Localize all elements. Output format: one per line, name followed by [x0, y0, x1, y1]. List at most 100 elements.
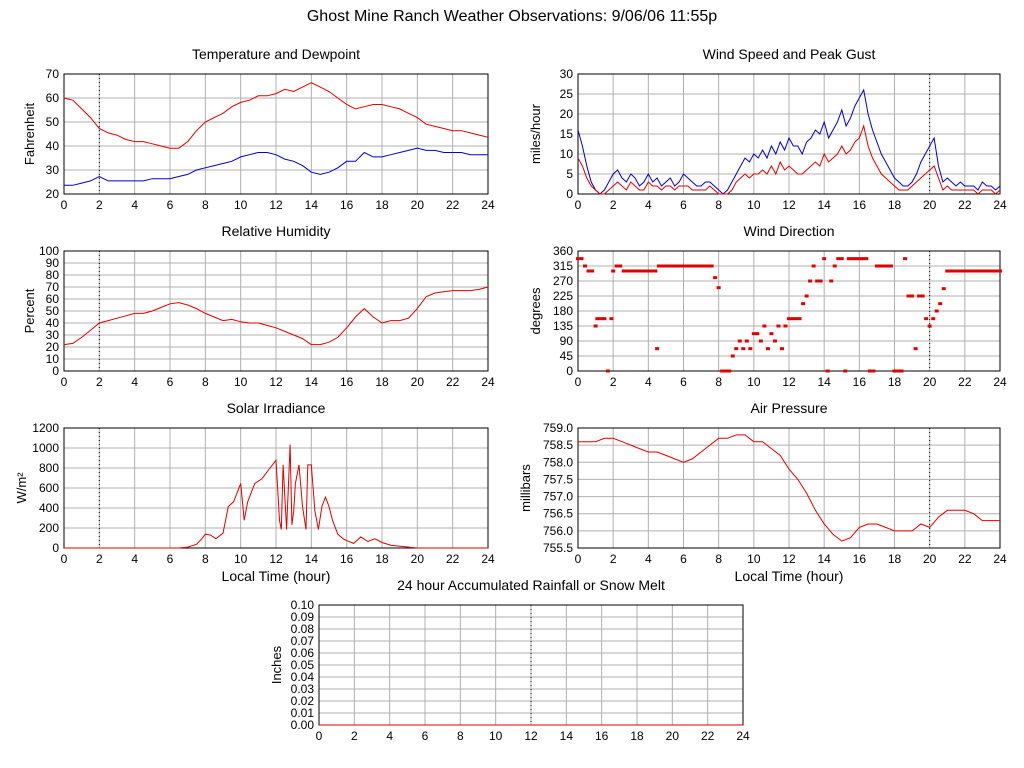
wind-direction-point [941, 287, 946, 291]
pressure-series-line [578, 434, 1000, 542]
humidity-xtick-label: 16 [340, 375, 354, 389]
solar-xtick-label: 0 [61, 552, 68, 566]
rainfall-xtick-label: 18 [630, 729, 644, 743]
wind-direction-point [913, 347, 918, 351]
wind-direction-point [903, 257, 908, 261]
temperature-xtick-label: 8 [202, 198, 209, 212]
wind-direction-point [579, 257, 584, 261]
wind-direction-point [888, 264, 893, 268]
wind-direction-point [836, 257, 841, 261]
wind-direction-point [924, 317, 929, 321]
wind-direction-point [871, 369, 876, 373]
wind-direction-point [681, 264, 686, 268]
solar-ytick-label: 1000 [32, 441, 59, 455]
wind-direction-point [621, 269, 626, 273]
wind-direction-point [723, 369, 728, 373]
wind-direction-point [959, 269, 964, 273]
wind-direction-ytick-label: 270 [553, 274, 573, 288]
wind-direction-point [762, 324, 767, 328]
rainfall-ytick-label: 0.09 [291, 610, 315, 624]
rainfall-xtick-label: 12 [524, 729, 538, 743]
wind-direction-point [787, 317, 791, 321]
wind-speed-ytick-label: 25 [560, 87, 574, 101]
wind-direction-point [609, 317, 614, 321]
wind-direction-point [744, 339, 749, 343]
solar-title: Solar Irradiance [227, 400, 326, 416]
wind-direction-point [885, 264, 890, 268]
wind-speed-xtick-label: 8 [715, 198, 722, 212]
temperature-xtick-label: 14 [305, 198, 319, 212]
rainfall-xtick-label: 16 [595, 729, 609, 743]
rainfall-ytick-label: 0.00 [291, 718, 315, 732]
rainfall-xtick-label: 6 [422, 729, 429, 743]
temperature-ytick-label: 20 [46, 187, 60, 201]
wind-direction-point [586, 269, 591, 273]
wind-direction-ylabel: degrees [528, 287, 543, 334]
pressure-xtick-label: 22 [958, 552, 972, 566]
wind-direction-point [896, 369, 901, 373]
solar-xtick-label: 4 [131, 552, 138, 566]
rainfall-xtick-label: 14 [560, 729, 574, 743]
solar-xtick-label: 6 [167, 552, 174, 566]
wind-direction-point [962, 269, 967, 273]
rainfall-xtick-label: 22 [701, 729, 715, 743]
wind-speed-xtick-label: 0 [575, 198, 582, 212]
temperature-ytick-label: 60 [46, 91, 60, 105]
temperature-xtick-label: 6 [167, 198, 174, 212]
temperature-xtick-label: 16 [340, 198, 354, 212]
rainfall-ytick-label: 0.07 [291, 634, 315, 648]
rainfall-chart: 24 hour Accumulated Rainfall or Snow Mel… [269, 577, 750, 743]
wind-direction-point [990, 269, 995, 273]
wind-direction-point [955, 269, 960, 273]
wind-direction-point [860, 257, 865, 261]
wind-speed-xtick-label: 24 [993, 198, 1007, 212]
wind-direction-point [595, 317, 600, 321]
wind-direction-point [864, 257, 869, 261]
humidity-ytick-label: 70 [46, 280, 60, 294]
temperature-xtick-label: 2 [96, 198, 103, 212]
wind-direction-point [822, 257, 827, 261]
wind-direction-point [906, 294, 911, 298]
wind-direction-point [973, 269, 978, 273]
humidity-ytick-label: 30 [46, 328, 60, 342]
wind-direction-xtick-label: 20 [923, 375, 937, 389]
wind-direction-point [590, 269, 595, 273]
humidity-xtick-label: 24 [481, 375, 495, 389]
solar-frame [63, 427, 489, 549]
humidity-xtick-label: 14 [305, 375, 319, 389]
wind-direction-point [853, 257, 858, 261]
wind-direction-point [850, 257, 855, 261]
temperature-ytick-label: 40 [46, 139, 60, 153]
wind-speed-xtick-label: 22 [958, 198, 972, 212]
solar-ytick-label: 200 [39, 521, 59, 535]
wind-direction-point [688, 264, 693, 268]
wind-direction-point [952, 269, 957, 273]
wind-direction-point [804, 294, 809, 298]
pressure-ytick-label: 758.0 [543, 455, 573, 469]
humidity-ytick-label: 50 [46, 304, 60, 318]
wind-direction-point [660, 264, 665, 268]
wind-direction-point [614, 264, 619, 268]
temperature-xtick-label: 0 [61, 198, 68, 212]
wind-direction-ytick-label: 315 [553, 259, 573, 273]
wind-direction-point [709, 264, 714, 268]
wind-direction-xtick-label: 24 [993, 375, 1007, 389]
wind-direction-point [755, 332, 760, 336]
wind-speed-xtick-label: 18 [888, 198, 902, 212]
wind-direction-point [628, 269, 633, 273]
wind-direction-point [811, 264, 816, 268]
page-title: Ghost Mine Ranch Weather Observations: 9… [306, 8, 718, 25]
wind-direction-point [878, 264, 883, 268]
wind-direction-point [598, 317, 603, 321]
solar-xtick-label: 20 [411, 552, 425, 566]
humidity-ylabel: Percent [22, 288, 37, 333]
wind-direction-point [677, 264, 682, 268]
wind-direction-xtick-label: 8 [715, 375, 722, 389]
pressure-xtick-label: 20 [923, 552, 937, 566]
wind-direction-frame [577, 250, 1001, 372]
solar-xtick-label: 8 [202, 552, 209, 566]
solar-ytick-label: 800 [39, 461, 59, 475]
